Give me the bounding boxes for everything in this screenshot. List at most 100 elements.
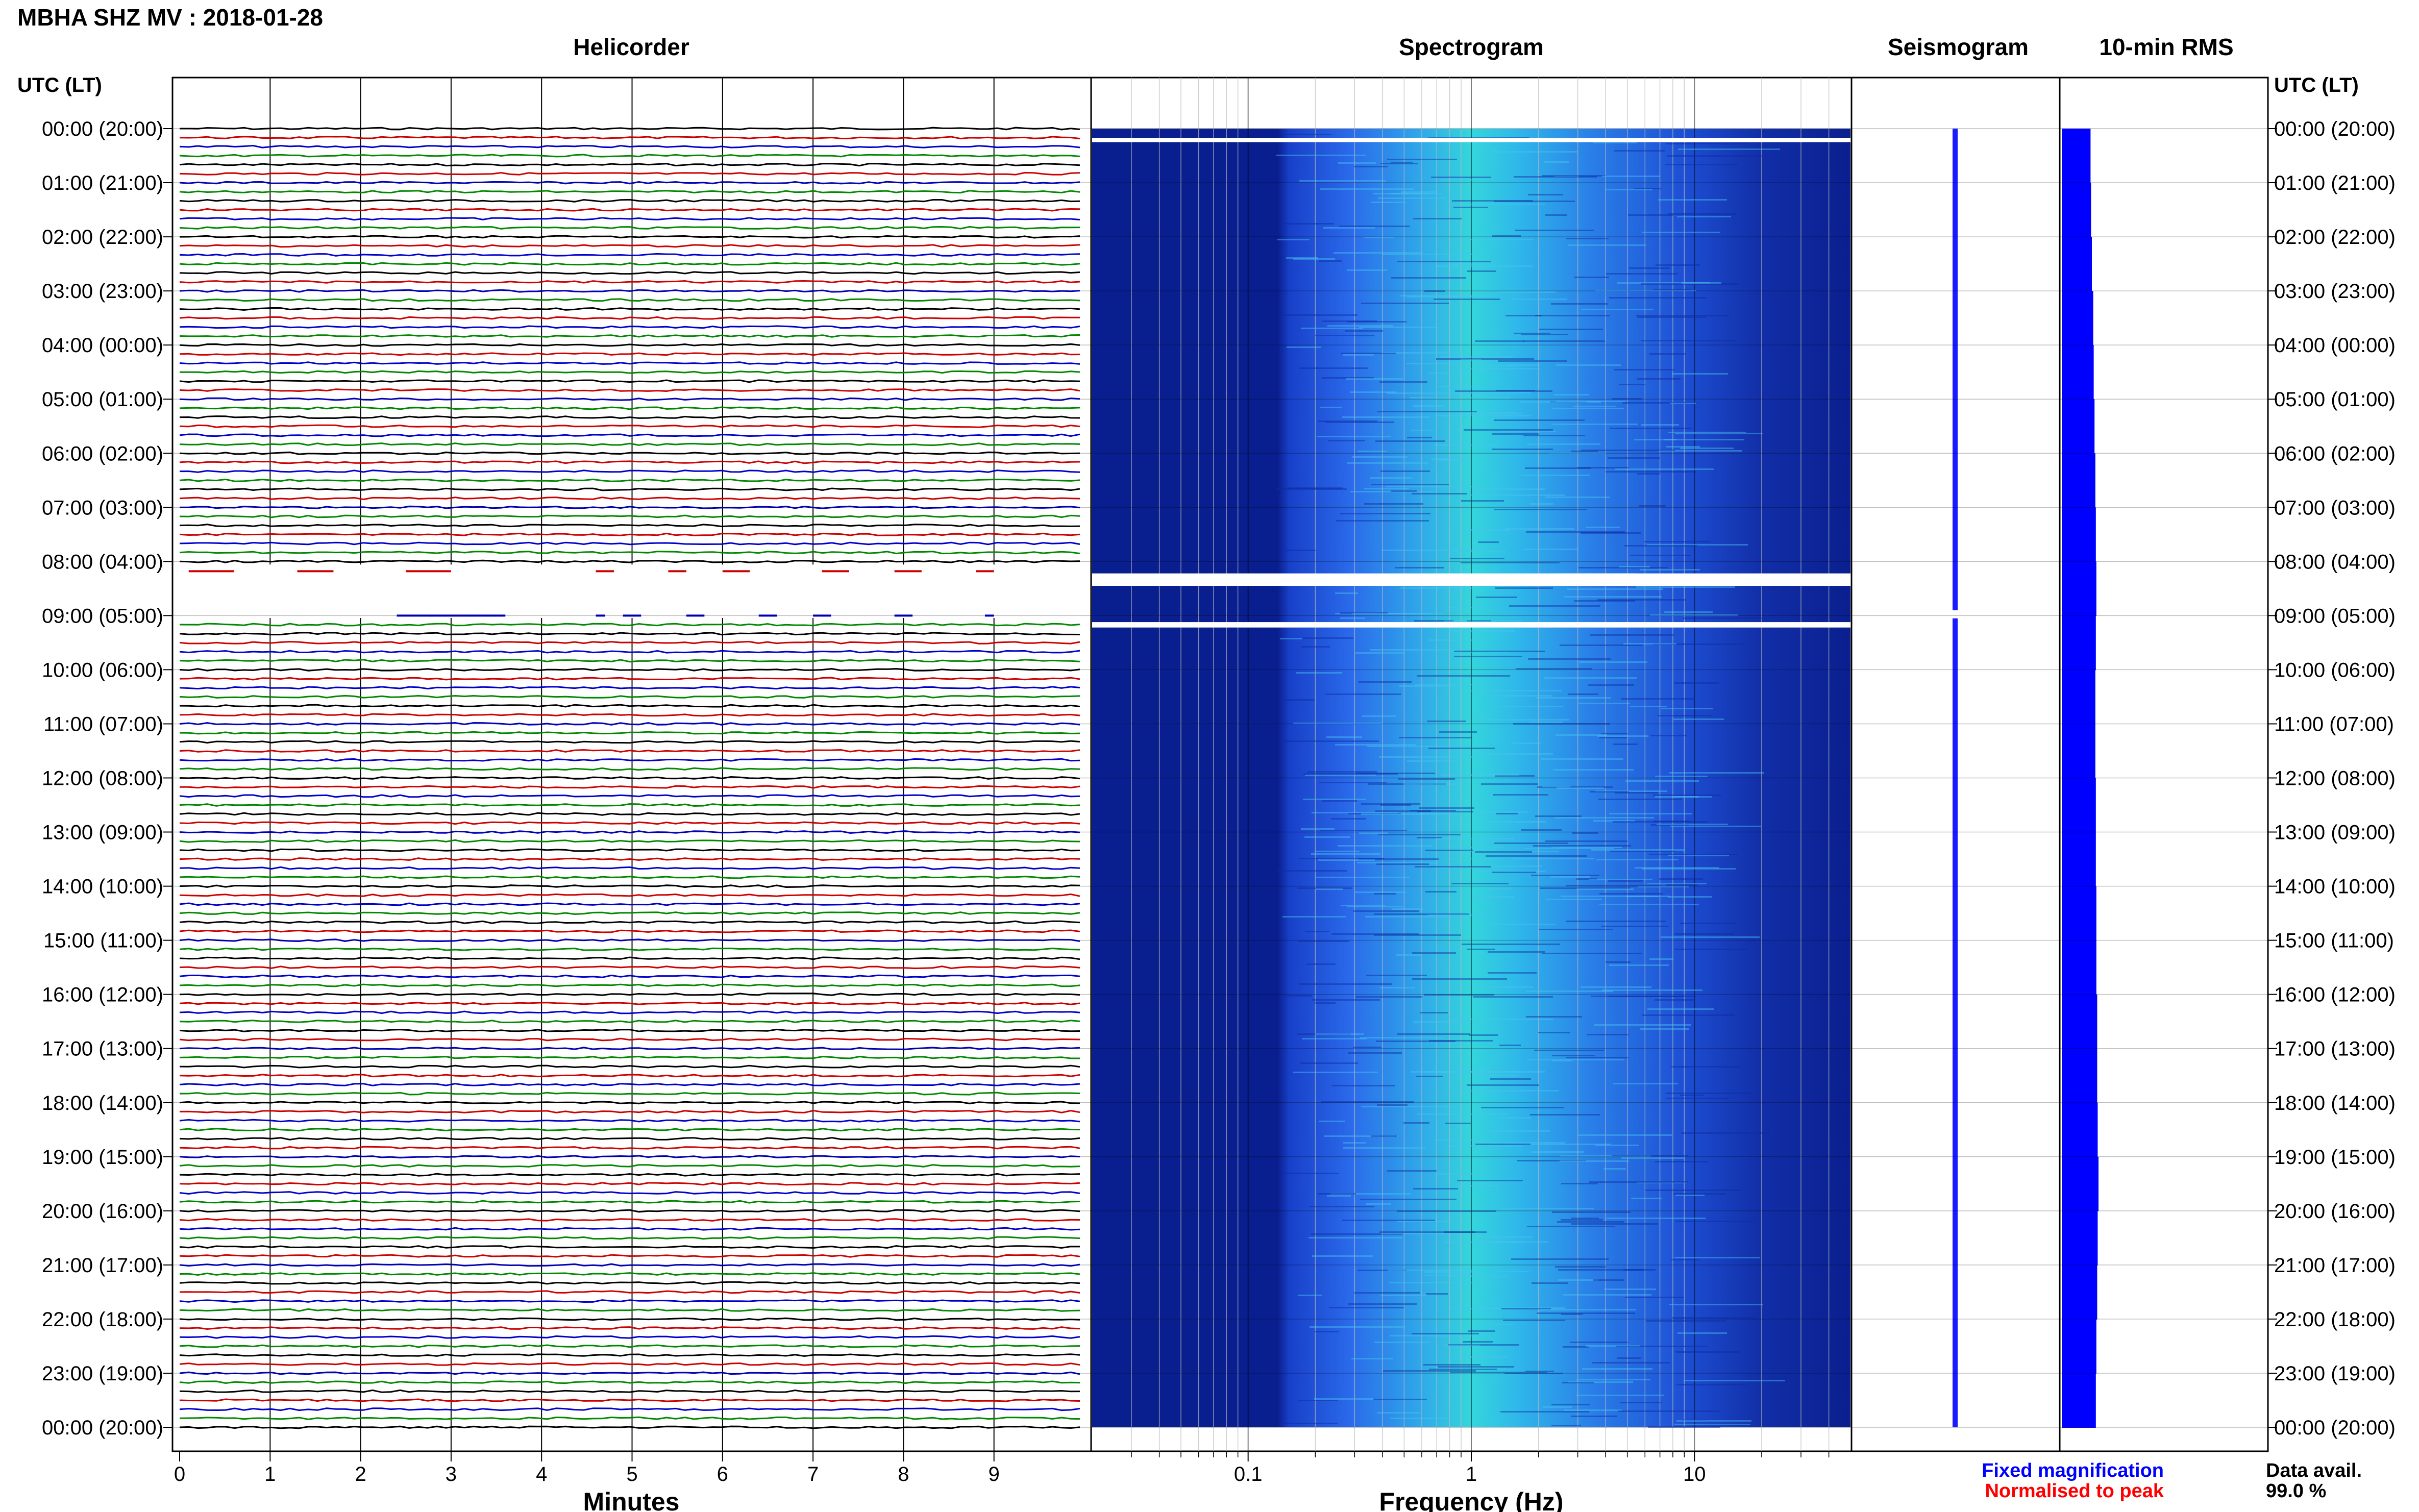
spectrogram-noise xyxy=(1513,723,1610,725)
helicorder-trace xyxy=(179,442,1080,447)
spectrogram-noise xyxy=(1441,363,1468,364)
x-tick-label: 8 xyxy=(898,1463,909,1485)
time-label: 06:00 (02:00) xyxy=(42,442,163,465)
helicorder-trace xyxy=(179,1380,1080,1384)
spectrogram-noise xyxy=(1612,398,1642,400)
spectrogram-noise xyxy=(1618,1410,1720,1412)
spectrogram-noise xyxy=(1477,811,1527,813)
spectrogram-noise xyxy=(1672,373,1728,375)
spectrogram-noise xyxy=(1330,1193,1411,1195)
spectrogram-noise xyxy=(1364,237,1394,238)
spectrogram-noise xyxy=(1492,433,1539,435)
spectrogram-noise xyxy=(1581,986,1651,988)
helicorder-trace xyxy=(179,1344,1080,1348)
helicorder-trace xyxy=(179,830,1080,834)
helicorder-trace xyxy=(179,298,1080,302)
spectrogram-noise xyxy=(1297,1033,1351,1035)
spectrogram-noise xyxy=(1335,744,1416,746)
helicorder-trace xyxy=(179,217,1080,221)
spectrogram-noise xyxy=(1457,1180,1523,1181)
spectrogram-noise xyxy=(1668,896,1712,898)
spectrogram-noise xyxy=(1454,656,1522,657)
spectrogram-noise xyxy=(1444,1231,1487,1233)
spectrogram-noise xyxy=(1468,1330,1495,1332)
spectrogram-noise xyxy=(1469,1034,1498,1036)
spectrogram-noise xyxy=(1636,315,1729,316)
spectrogram-noise xyxy=(1284,740,1379,742)
helicorder-trace xyxy=(179,875,1080,879)
helicorder-trace xyxy=(179,532,1080,536)
spectrogram-noise xyxy=(1413,218,1462,219)
spectrogram-noise xyxy=(1319,782,1387,783)
spectrogram-noise xyxy=(1486,855,1587,857)
helicorder-trace xyxy=(179,640,1080,645)
spectrogram-noise xyxy=(1522,549,1578,550)
spectrogram-noise xyxy=(1649,958,1673,960)
spectrogram-noise xyxy=(1590,634,1674,636)
spectrogram-noise xyxy=(1566,1057,1628,1058)
spectrogram-noise xyxy=(1463,1341,1493,1343)
spectrogram-noise xyxy=(1370,477,1412,479)
helicorder-trace xyxy=(179,1272,1080,1276)
spectrogram-noise xyxy=(1576,1379,1650,1380)
spectrogram-noise xyxy=(1521,475,1590,476)
spectrogram-noise xyxy=(1464,429,1553,431)
time-label: 10:00 (06:00) xyxy=(2274,659,2396,681)
spectrogram-noise xyxy=(1301,828,1335,830)
spectrogram-noise xyxy=(1463,851,1559,852)
helicorder-trace xyxy=(179,226,1080,230)
spectrogram-noise xyxy=(1678,148,1780,150)
spectrogram-noise xyxy=(1661,708,1713,709)
spectrogram-noise xyxy=(1610,851,1675,852)
spectrogram-noise xyxy=(1500,1411,1589,1412)
spectrogram-noise xyxy=(1490,1078,1531,1080)
time-label: 19:00 (15:00) xyxy=(42,1146,163,1169)
spectrogram-noise xyxy=(1447,1145,1522,1147)
spectrogram-noise xyxy=(1539,329,1603,330)
spectrogram-noise xyxy=(1462,944,1560,945)
spectrogram-noise xyxy=(1326,736,1362,738)
helicorder-trace xyxy=(179,1362,1080,1366)
spectrogram-noise xyxy=(1609,964,1669,966)
time-label: 07:00 (03:00) xyxy=(2274,497,2396,519)
helicorder-trace xyxy=(179,938,1080,943)
spectrogram-noise xyxy=(1315,877,1410,878)
helicorder-trace xyxy=(179,280,1080,284)
time-label: 03:00 (23:00) xyxy=(42,280,163,303)
helicorder-trace xyxy=(179,415,1080,419)
helicorder-trace xyxy=(179,144,1080,148)
helicorder-trace xyxy=(179,497,1080,501)
spectrogram-noise xyxy=(1283,1173,1339,1174)
spectrogram-noise xyxy=(1617,282,1710,284)
spectrogram-noise xyxy=(1325,693,1401,695)
spectrogram-noise xyxy=(1419,812,1451,814)
helicorder-trace xyxy=(179,379,1080,383)
spectrogram-noise xyxy=(1630,706,1667,707)
spectrogram-noise xyxy=(1374,934,1461,936)
spectrogram-noise xyxy=(1595,1145,1639,1146)
helicorder-trace xyxy=(179,163,1080,167)
spectrogram-noise xyxy=(1523,340,1605,342)
time-label: 11:00 (07:00) xyxy=(2274,713,2394,735)
spectrogram-noise xyxy=(1453,263,1485,265)
spectrogram-noise xyxy=(1421,277,1453,279)
spectrogram-noise xyxy=(1397,1221,1451,1222)
time-label: 05:00 (01:00) xyxy=(42,388,163,411)
spectrogram-noise xyxy=(1397,1210,1496,1212)
spectrogram-noise xyxy=(1423,1364,1480,1366)
spectrogram-noise xyxy=(1593,142,1637,143)
spectrogram-noise xyxy=(1650,614,1738,616)
spectrogram-noise xyxy=(1447,1276,1508,1277)
spectrogram-noise xyxy=(1407,760,1458,762)
x-tick-label: 7 xyxy=(807,1463,819,1485)
x-tick-label: 0 xyxy=(174,1463,185,1485)
helicorder-trace xyxy=(179,1290,1080,1294)
spectrogram-noise xyxy=(1396,954,1422,956)
spectrogram-noise xyxy=(1675,433,1763,434)
spectrogram-noise xyxy=(1439,731,1477,733)
spectrogram-noise xyxy=(1609,996,1696,997)
helicorder-trace xyxy=(179,731,1080,735)
spectrogram-noise xyxy=(1666,884,1697,886)
spectrogram-noise xyxy=(1429,1040,1493,1042)
spectrogram-noise xyxy=(1467,1084,1539,1086)
